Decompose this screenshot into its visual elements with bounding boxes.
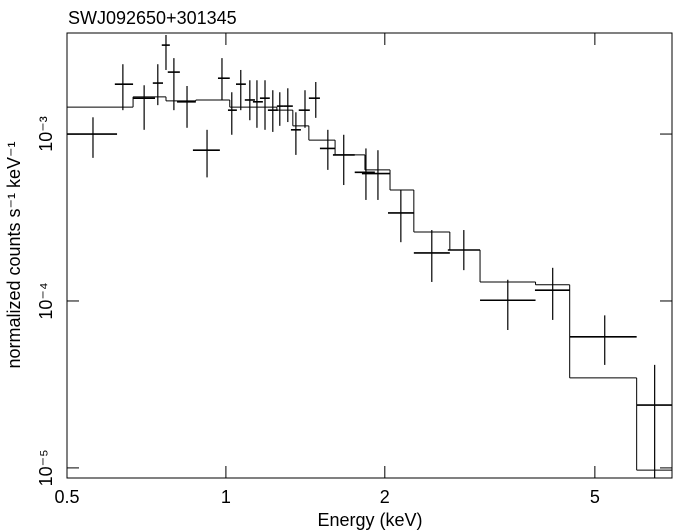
x-axis-label: Energy (keV) xyxy=(317,510,422,530)
y-tick-label: 10⁻⁵ xyxy=(36,449,56,486)
data-layer xyxy=(67,35,672,478)
plot-frame xyxy=(66,32,673,479)
y-tick-label: 10⁻³ xyxy=(36,116,56,152)
chart-title: SWJ092650+301345 xyxy=(68,8,237,28)
x-tick-label: 5 xyxy=(590,487,600,507)
x-tick-label: 2 xyxy=(380,487,390,507)
y-axis-label: normalized counts s⁻¹ keV⁻¹ xyxy=(4,141,24,368)
y-tick-label: 10⁻⁴ xyxy=(36,282,56,319)
x-tick-label: 0.5 xyxy=(54,487,79,507)
x-tick-label: 1 xyxy=(221,487,231,507)
